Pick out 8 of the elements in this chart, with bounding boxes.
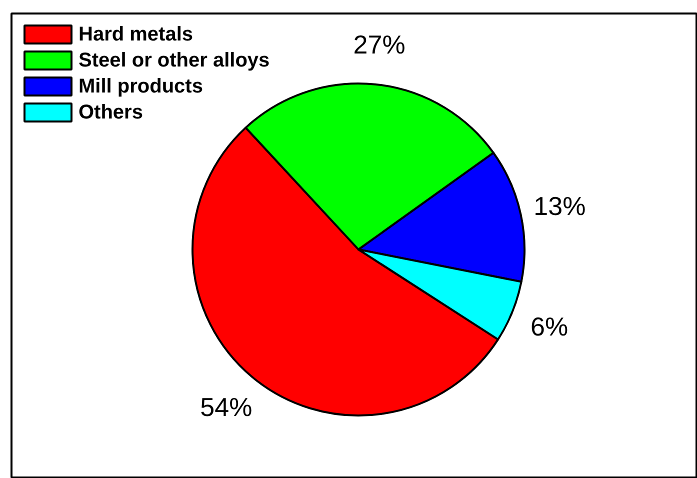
data-label: 27% <box>353 30 406 60</box>
data-label: 13% <box>534 191 586 221</box>
legend-label: Mill products <box>78 76 203 98</box>
data-label: 6% <box>530 312 568 342</box>
legend-label: Steel or other alloys <box>78 50 270 72</box>
legend-label: Hard metals <box>78 24 193 46</box>
data-label: 54% <box>200 392 252 422</box>
legend-label: Others <box>78 102 143 124</box>
